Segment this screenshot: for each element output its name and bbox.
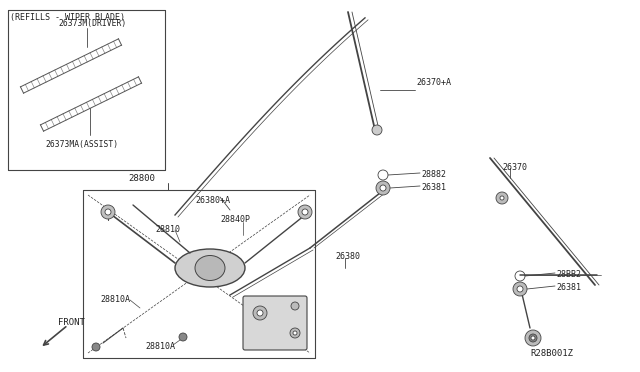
Text: 28810A: 28810A (100, 295, 130, 304)
Circle shape (529, 334, 537, 342)
Circle shape (298, 205, 312, 219)
Circle shape (496, 192, 508, 204)
Circle shape (92, 343, 100, 351)
Circle shape (517, 286, 523, 292)
Text: 28800: 28800 (128, 174, 155, 183)
Text: 26373MA(ASSIST): 26373MA(ASSIST) (45, 140, 118, 149)
Circle shape (302, 209, 308, 215)
Circle shape (372, 125, 382, 135)
Circle shape (101, 205, 115, 219)
Circle shape (105, 209, 111, 215)
FancyBboxPatch shape (243, 296, 307, 350)
Text: R28B001Z: R28B001Z (530, 349, 573, 358)
Text: 26381: 26381 (556, 283, 581, 292)
Circle shape (253, 306, 267, 320)
Circle shape (257, 310, 263, 316)
Ellipse shape (175, 249, 245, 287)
Text: FRONT: FRONT (58, 318, 85, 327)
Circle shape (513, 282, 527, 296)
Circle shape (500, 196, 504, 200)
Circle shape (531, 336, 535, 340)
Text: 26380+A: 26380+A (195, 196, 230, 205)
Text: 26370: 26370 (502, 163, 527, 172)
Circle shape (179, 333, 187, 341)
Circle shape (525, 330, 541, 346)
Circle shape (291, 302, 299, 310)
Text: 26381: 26381 (421, 183, 446, 192)
Circle shape (380, 185, 386, 191)
Text: 28BB2: 28BB2 (556, 270, 581, 279)
Text: 28810A: 28810A (145, 342, 175, 351)
Text: 26380: 26380 (335, 252, 360, 261)
Circle shape (290, 328, 300, 338)
Ellipse shape (195, 256, 225, 280)
Text: 26370+A: 26370+A (416, 78, 451, 87)
Text: (REFILLS - WIPER BLADE): (REFILLS - WIPER BLADE) (10, 13, 125, 22)
Text: 26373M(DRIVER): 26373M(DRIVER) (58, 19, 126, 28)
Circle shape (376, 181, 390, 195)
Text: 28840P: 28840P (220, 215, 250, 224)
Text: 28810: 28810 (155, 225, 180, 234)
Circle shape (293, 331, 297, 335)
Text: 28882: 28882 (421, 170, 446, 179)
